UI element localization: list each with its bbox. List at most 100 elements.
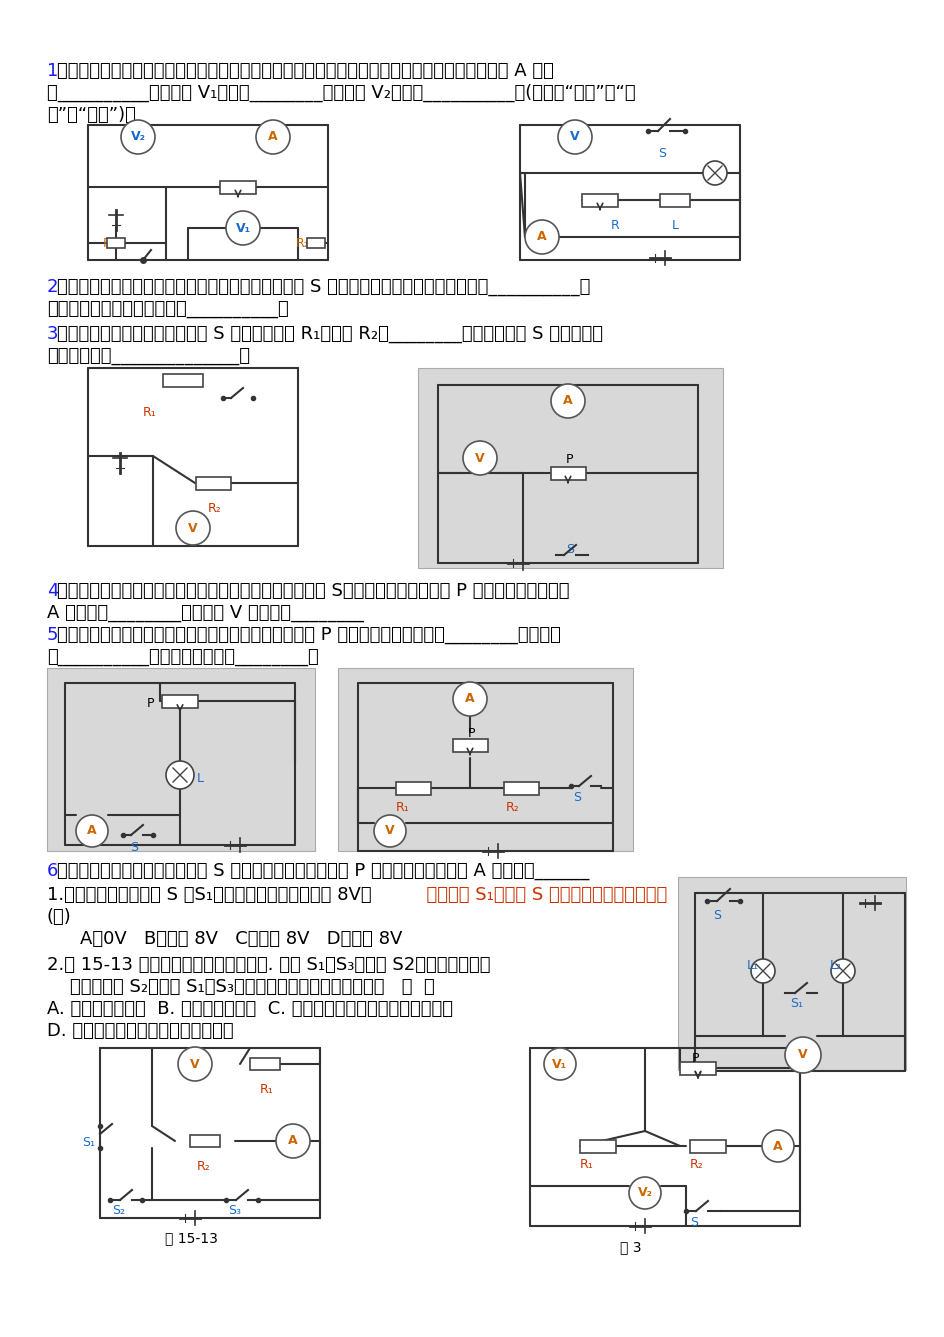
Text: 数；再断开 S₂，闭合 S₁、S₃，此时两电表的示数与前者相比   （  ）: 数；再断开 S₂，闭合 S₁、S₃，此时两电表的示数与前者相比 （ ） — [47, 977, 434, 996]
Bar — [550, 467, 585, 480]
Text: L₁: L₁ — [746, 959, 758, 972]
Text: R₁: R₁ — [260, 1083, 274, 1096]
Text: 小”、“不变”)。: 小”、“不变”)。 — [47, 106, 136, 124]
Text: 率__________，电流表的示数将________。: 率__________，电流表的示数将________。 — [47, 648, 318, 666]
Text: A: A — [268, 131, 278, 143]
Text: P: P — [565, 453, 573, 467]
Bar — [580, 1139, 615, 1152]
Text: R₂: R₂ — [295, 237, 310, 250]
Circle shape — [76, 816, 108, 848]
Bar — [338, 668, 632, 850]
Text: V₂: V₂ — [637, 1186, 651, 1199]
Text: 1: 1 — [47, 62, 59, 80]
Bar — [107, 238, 125, 247]
Circle shape — [544, 1048, 576, 1080]
Text: R₁: R₁ — [103, 237, 117, 250]
Text: (　): ( ) — [47, 908, 72, 927]
Text: A: A — [464, 693, 474, 706]
Text: 图 15-13: 图 15-13 — [165, 1231, 218, 1245]
Text: 2: 2 — [47, 278, 59, 295]
Text: 、如下左图所示的电路中，电流电压不变，闭合电键，当滑动变阵器的滑片向右移动时，电流表 A 的示: 、如下左图所示的电路中，电流电压不变，闭合电键，当滑动变阵器的滑片向右移动时，电… — [57, 62, 553, 80]
Text: L₂: L₂ — [829, 959, 841, 972]
Circle shape — [226, 211, 260, 245]
Circle shape — [374, 816, 406, 848]
Circle shape — [525, 221, 559, 254]
Text: A: A — [536, 230, 547, 243]
Bar — [250, 1058, 279, 1070]
Circle shape — [750, 959, 774, 983]
Text: S: S — [572, 792, 581, 804]
Text: V: V — [475, 452, 484, 464]
Text: R₂: R₂ — [689, 1158, 703, 1171]
Text: A: A — [772, 1139, 782, 1152]
Text: V: V — [188, 521, 197, 535]
Text: A: A — [87, 825, 96, 837]
Text: S₁: S₁ — [82, 1136, 95, 1148]
Bar — [417, 368, 722, 568]
Text: V: V — [385, 825, 395, 837]
Text: S: S — [130, 841, 138, 854]
Bar — [220, 180, 256, 194]
Text: S: S — [657, 147, 666, 160]
Text: A、0V   B、大于 8V   C、等于 8V   D、小于 8V: A、0V B、大于 8V C、等于 8V D、小于 8V — [80, 931, 402, 948]
Text: A. 两表示数均变大  B. 两表示数均变小  C. 电流表示数变大，电压表示数变小: A. 两表示数均变大 B. 两表示数均变小 C. 电流表示数变大，电压表示数变小 — [47, 1000, 452, 1017]
Text: L: L — [671, 219, 678, 233]
Bar — [195, 476, 230, 489]
Bar — [190, 1135, 220, 1147]
Text: 则当开关 S₁闭合而 S 断开时，电压表的示数为: 则当开关 S₁闭合而 S 断开时，电压表的示数为 — [47, 886, 666, 904]
Bar — [47, 668, 314, 850]
Text: A 的示数将________，电压表 V 的示数将________: A 的示数将________，电压表 V 的示数将________ — [47, 604, 363, 622]
Text: R₁: R₁ — [396, 801, 410, 814]
Text: R₁: R₁ — [143, 406, 157, 418]
Text: 、如上右图所示电路中，电源电压保持不变。当电键 S 由断开到闭合时，电流表的示数将__________，: 、如上右图所示电路中，电源电压保持不变。当电键 S 由断开到闭合时，电流表的示数… — [57, 278, 590, 295]
Text: R₁: R₁ — [580, 1158, 593, 1171]
Bar — [689, 1139, 725, 1152]
Bar — [582, 194, 617, 206]
Bar — [307, 238, 325, 247]
Text: S: S — [712, 909, 720, 923]
Text: 电压表与电流表示数的比值将__________。: 电压表与电流表示数的比值将__________。 — [47, 299, 289, 318]
Text: R₂: R₂ — [208, 501, 222, 515]
Text: 、在下左图所示电路中，当电键 S 断开时，电阔 R₁和电阔 R₂是________联接的。电键 S 闭合时，电: 、在下左图所示电路中，当电键 S 断开时，电阔 R₁和电阔 R₂是_______… — [57, 325, 602, 344]
Text: D. 电流表示数变小，电压表示数变大: D. 电流表示数变小，电压表示数变大 — [47, 1021, 233, 1040]
Bar — [396, 782, 430, 794]
Text: V: V — [190, 1058, 199, 1071]
Text: 2.图 15-13 所示电路中，电源电压恒定. 断开 S₁、S₃，闭合 S2，两电表均有示: 2.图 15-13 所示电路中，电源电压恒定. 断开 S₁、S₃，闭合 S2，两… — [47, 956, 490, 973]
Text: A: A — [288, 1135, 297, 1147]
Text: V₁: V₁ — [552, 1058, 567, 1071]
Circle shape — [550, 384, 584, 418]
Circle shape — [121, 120, 155, 154]
Text: R₂: R₂ — [196, 1161, 211, 1173]
Text: 6: 6 — [47, 862, 59, 880]
Text: S: S — [689, 1215, 698, 1229]
Text: 数__________，电压表 V₁的示数________，电压表 V₂的示数__________。(均选填“变大”、“变: 数__________，电压表 V₁的示数________，电压表 V₂的示数_… — [47, 84, 635, 102]
Text: R₂: R₂ — [505, 801, 519, 814]
Bar — [677, 877, 905, 1070]
Circle shape — [784, 1038, 820, 1074]
Circle shape — [463, 441, 497, 475]
Circle shape — [256, 120, 290, 154]
Bar — [161, 694, 198, 707]
Circle shape — [557, 120, 591, 154]
Bar — [452, 738, 487, 751]
Bar — [503, 782, 538, 794]
Bar — [162, 373, 203, 386]
Text: 、如上右图示电路中，闭合电键 S 后，当滑动变阵器的滑片 P 向右移动时，电流表 A 的示数将______: 、如上右图示电路中，闭合电键 S 后，当滑动变阵器的滑片 P 向右移动时，电流表… — [57, 862, 589, 880]
Text: 图 3: 图 3 — [619, 1239, 641, 1254]
Circle shape — [830, 959, 854, 983]
Circle shape — [177, 1047, 211, 1082]
Text: 5: 5 — [47, 626, 59, 644]
Circle shape — [629, 1177, 660, 1209]
Text: V₂: V₂ — [130, 131, 145, 143]
Text: V₁: V₁ — [235, 222, 250, 234]
Text: L: L — [196, 771, 204, 785]
Text: P: P — [147, 697, 154, 710]
Text: S₁: S₁ — [789, 997, 802, 1009]
Text: P: P — [467, 727, 475, 739]
Text: 、如上右图所示的电路中，电源电压保持不变，闭合电键 S，当滑动变阵器的滑片 P 向右移动时，电流表: 、如上右图所示的电路中，电源电压保持不变，闭合电键 S，当滑动变阵器的滑片 P … — [57, 582, 569, 600]
Text: V: V — [569, 131, 580, 143]
Text: S₂: S₂ — [112, 1205, 125, 1217]
Circle shape — [276, 1124, 310, 1158]
Text: V: V — [798, 1048, 807, 1062]
Text: 1.如右图所示，当开关 S 和S₁闭合时，电压表的示数为 8V，: 1.如右图所示，当开关 S 和S₁闭合时，电压表的示数为 8V， — [47, 886, 371, 904]
